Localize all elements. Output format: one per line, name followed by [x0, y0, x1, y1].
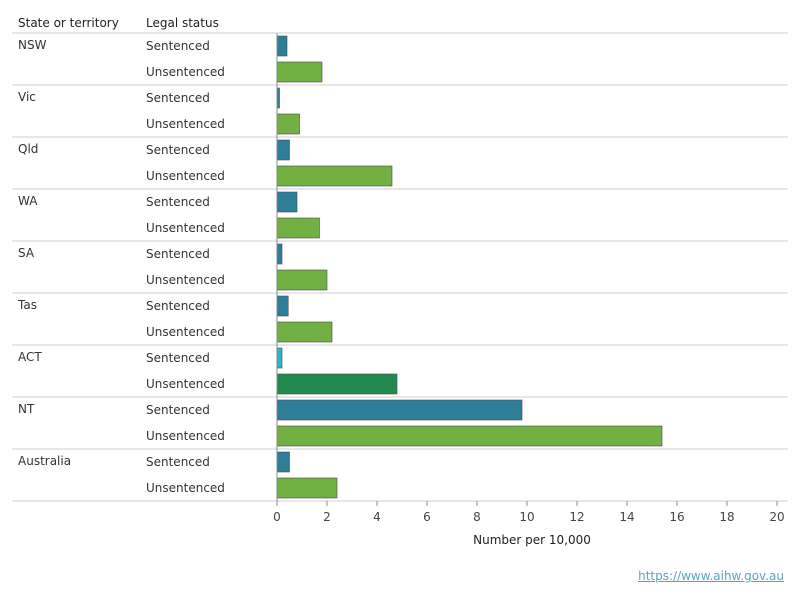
bar-wa-sentenced [276, 191, 298, 213]
x-tick-label: 18 [719, 510, 734, 524]
state-label-nt: NT [18, 402, 35, 416]
bar-sa-unsentenced [276, 269, 328, 291]
bar-australia-unsentenced [276, 477, 338, 499]
x-tick-label: 8 [473, 510, 481, 524]
status-label-wa-unsentenced: Unsentenced [146, 221, 225, 235]
x-tick-label: 2 [323, 510, 331, 524]
x-tick-label: 0 [273, 510, 281, 524]
status-label-nsw-sentenced: Sentenced [146, 39, 210, 53]
state-label-vic: Vic [18, 90, 36, 104]
state-label-tas: Tas [17, 298, 37, 312]
status-label-act-unsentenced: Unsentenced [146, 377, 225, 391]
bar-act-sentenced [276, 347, 283, 369]
bar-sa-sentenced [276, 243, 283, 265]
status-label-nt-unsentenced: Unsentenced [146, 429, 225, 443]
bar-qld-sentenced [276, 139, 290, 161]
x-tick-label: 14 [619, 510, 634, 524]
x-tick-label: 16 [669, 510, 684, 524]
bar-tas-unsentenced [276, 321, 333, 343]
x-tick-label: 10 [519, 510, 534, 524]
state-label-australia: Australia [18, 454, 71, 468]
source-link[interactable]: https://www.aihw.gov.au [638, 569, 784, 583]
status-label-qld-unsentenced: Unsentenced [146, 169, 225, 183]
bar-nt-unsentenced [276, 425, 663, 447]
x-tick-label: 6 [423, 510, 431, 524]
bar-tas-sentenced [276, 295, 289, 317]
x-tick-label: 20 [769, 510, 784, 524]
state-label-sa: SA [18, 246, 35, 260]
column-header-state: State or territory [18, 16, 119, 30]
bar-vic-unsentenced [276, 113, 300, 135]
state-label-wa: WA [18, 194, 38, 208]
bar-chart: NSW Sentenced Unsentenced Vic Sentenced Unsen… [12, 32, 788, 547]
status-label-vic-unsentenced: Unsentenced [146, 117, 225, 131]
status-label-nsw-unsentenced: Unsentenced [146, 65, 225, 79]
status-label-act-sentenced: Sentenced [146, 351, 210, 365]
status-label-tas-sentenced: Sentenced [146, 299, 210, 313]
status-label-sa-sentenced: Sentenced [146, 247, 210, 261]
state-label-qld: Qld [18, 142, 38, 156]
column-header-legal-status: Legal status [146, 16, 219, 30]
x-tick-label: 4 [373, 510, 381, 524]
state-label-nsw: NSW [18, 38, 47, 52]
x-tick-label: 12 [569, 510, 584, 524]
bar-nsw-unsentenced [276, 61, 323, 83]
status-label-qld-sentenced: Sentenced [146, 143, 210, 157]
state-label-act: ACT [18, 350, 42, 364]
x-axis-label: Number per 10,000 [473, 533, 591, 547]
status-label-vic-sentenced: Sentenced [146, 91, 210, 105]
status-label-sa-unsentenced: Unsentenced [146, 273, 225, 287]
bar-nsw-sentenced [276, 35, 288, 57]
status-label-australia-unsentenced: Unsentenced [146, 481, 225, 495]
bar-australia-sentenced [276, 451, 290, 473]
bar-wa-unsentenced [276, 217, 320, 239]
status-label-wa-sentenced: Sentenced [146, 195, 210, 209]
bar-qld-unsentenced [276, 165, 393, 187]
bar-act-unsentenced [276, 373, 398, 395]
bar-nt-sentenced [276, 399, 523, 421]
status-label-nt-sentenced: Sentenced [146, 403, 210, 417]
status-label-tas-unsentenced: Unsentenced [146, 325, 225, 339]
status-label-australia-sentenced: Sentenced [146, 455, 210, 469]
